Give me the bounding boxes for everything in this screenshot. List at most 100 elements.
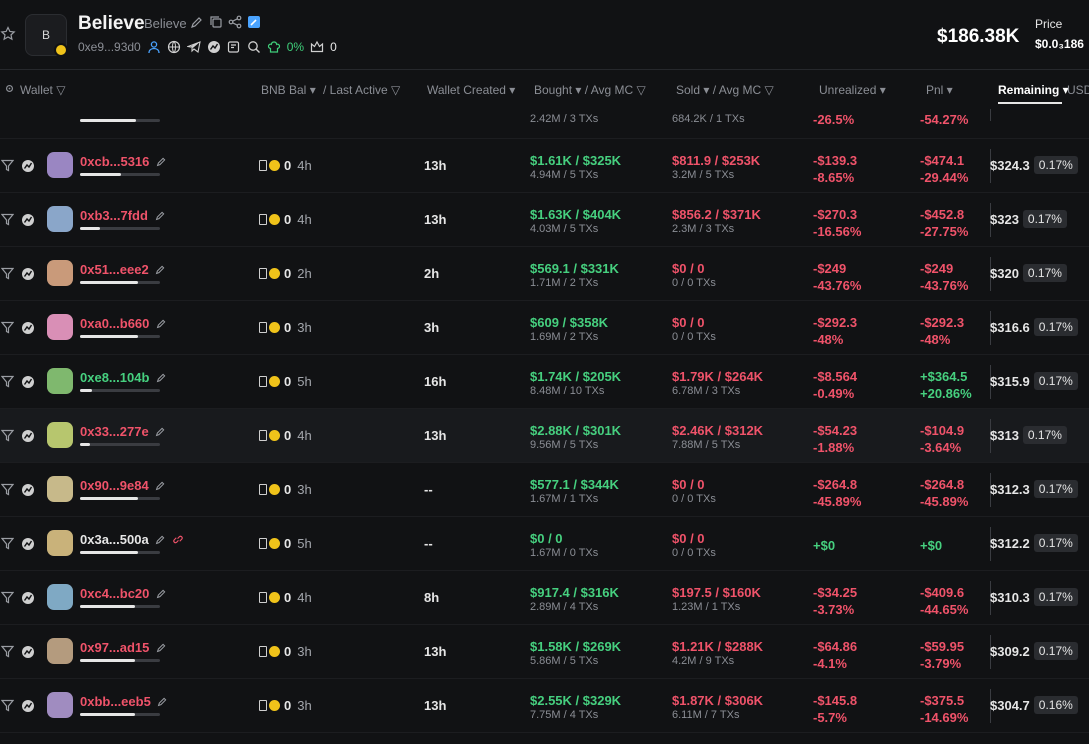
wallet-created: -- [424, 482, 433, 497]
col-wallet[interactable]: Wallet ▽ [20, 83, 66, 97]
bought-amount: $1.74K / $205K [530, 369, 622, 384]
col-sold[interactable]: Sold ▾ / Avg MC ▽ [676, 83, 774, 97]
avatar[interactable] [47, 368, 73, 394]
avatar[interactable] [47, 638, 73, 664]
edit-icon[interactable] [155, 264, 166, 275]
chart-icon[interactable] [21, 267, 35, 281]
avatar[interactable] [47, 152, 73, 178]
filter-icon[interactable] [1, 645, 14, 658]
bought-sub: 1.71M / 2 TXs [530, 277, 599, 289]
edit-icon[interactable] [156, 318, 167, 329]
avatar[interactable] [47, 530, 73, 556]
filter-icon[interactable] [1, 591, 14, 604]
filter-icon[interactable] [1, 429, 14, 442]
search-icon[interactable] [247, 40, 261, 54]
wallet-address[interactable]: 0xe8...104b [80, 370, 167, 385]
col-wallet-created[interactable]: Wallet Created ▾ [427, 83, 516, 97]
wallet-address[interactable]: 0xc4...bc20 [80, 586, 167, 601]
wallet-address[interactable]: 0xcb...5316 [80, 154, 167, 169]
table-row[interactable]: 0x3a...500a 0 5h -- $0 / 0 1.67M / 0 TXs… [0, 517, 1089, 571]
chart-icon[interactable] [21, 699, 35, 713]
edit-icon[interactable] [190, 15, 204, 29]
settings-icon[interactable] [4, 83, 15, 97]
avatar[interactable] [47, 422, 73, 448]
table-row[interactable]: 0x97...ad15 0 3h 13h $1.58K / $269K 5.86… [0, 625, 1089, 679]
col-bought[interactable]: Bought ▾ / Avg MC ▽ [534, 83, 646, 97]
edit-icon[interactable] [156, 372, 167, 383]
edit-icon[interactable] [155, 480, 166, 491]
filter-icon[interactable] [1, 159, 14, 172]
favorite-star-icon[interactable] [0, 26, 16, 42]
col-unrealized[interactable]: Unrealized ▾ [819, 83, 886, 97]
table-row[interactable]: 0xb3...7fdd 0 4h 13h $1.63K / $404K 4.03… [0, 193, 1089, 247]
table-row[interactable]: 4h 13h 2.42M / 3 TXs 684.2K / 1 TXs -26.… [0, 109, 1089, 139]
edit-icon[interactable] [157, 696, 168, 707]
remaining: $323 0.17% [990, 210, 1067, 228]
table-row[interactable]: 0xe8...104b 0 5h 16h $1.74K / $205K 8.48… [0, 355, 1089, 409]
holding-bar [80, 173, 160, 176]
chart-icon[interactable] [21, 321, 35, 335]
wallet-address[interactable]: 0x33...277e [80, 424, 166, 439]
copy-icon[interactable] [209, 15, 223, 29]
col-usd-toggle[interactable]: USD [1067, 83, 1089, 97]
telegram-icon[interactable] [186, 40, 201, 54]
col-remaining[interactable]: Remaining ▾ [998, 83, 1069, 97]
avatar[interactable] [47, 206, 73, 232]
avatar[interactable] [47, 584, 73, 610]
edit-icon[interactable] [155, 210, 166, 221]
chart-icon[interactable] [21, 159, 35, 173]
share-icon[interactable] [228, 15, 242, 29]
wallet-address[interactable]: 0x51...eee2 [80, 262, 166, 277]
unrealized-pct: -45.89% [813, 494, 862, 509]
link-icon[interactable] [172, 534, 184, 545]
globe-icon[interactable] [167, 40, 181, 54]
chart-icon[interactable] [21, 429, 35, 443]
wallet-address[interactable]: 0x97...ad15 [80, 640, 167, 655]
filter-icon[interactable] [1, 321, 14, 334]
edit-icon[interactable] [156, 156, 167, 167]
bnb-coin-icon [269, 268, 280, 279]
sold-sub: 6.11M / 7 TXs [672, 709, 740, 721]
wallet-address[interactable]: 0xb3...7fdd [80, 208, 166, 223]
edit-icon[interactable] [156, 642, 167, 653]
avatar[interactable] [47, 692, 73, 718]
table-row[interactable]: 0x33...277e 0 4h 13h $2.88K / $301K 9.56… [0, 409, 1089, 463]
filter-icon[interactable] [1, 537, 14, 550]
wallet-address[interactable]: 0x3a...500a [80, 532, 184, 547]
chart-icon[interactable] [21, 483, 35, 497]
col-last-active[interactable]: / Last Active ▽ [323, 83, 401, 97]
table-row[interactable]: 0xbb...eeb5 0 3h 13h $2.55K / $329K 7.75… [0, 679, 1089, 733]
table-row[interactable]: 0x90...9e84 0 3h -- $577.1 / $344K 1.67M… [0, 463, 1089, 517]
wallet-address[interactable]: 0xa0...b660 [80, 316, 167, 331]
chart-icon[interactable] [207, 40, 221, 54]
avatar[interactable] [47, 260, 73, 286]
filter-icon[interactable] [1, 213, 14, 226]
avatar[interactable] [47, 476, 73, 502]
verified-tag-icon[interactable] [247, 15, 261, 29]
filter-icon[interactable] [1, 375, 14, 388]
notes-icon[interactable] [227, 40, 241, 54]
table-row[interactable]: 0xcb...5316 0 4h 13h $1.61K / $325K 4.94… [0, 139, 1089, 193]
chart-icon[interactable] [21, 537, 35, 551]
edit-icon[interactable] [155, 426, 166, 437]
remaining-usd: $313 [990, 427, 1019, 443]
table-row[interactable]: 0xc4...bc20 0 4h 8h $917.4 / $316K 2.89M… [0, 571, 1089, 625]
filter-icon[interactable] [1, 267, 14, 280]
col-pnl[interactable]: Pnl ▾ [926, 83, 953, 97]
chart-icon[interactable] [21, 213, 35, 227]
avatar[interactable] [47, 314, 73, 340]
user-icon[interactable] [147, 40, 161, 54]
edit-icon[interactable] [155, 534, 166, 545]
filter-icon[interactable] [1, 483, 14, 496]
contract-address[interactable]: 0xe9...93d0 [78, 40, 141, 54]
wallet-address[interactable]: 0x90...9e84 [80, 478, 166, 493]
table-row[interactable]: 0x51...eee2 0 2h 2h $569.1 / $331K 1.71M… [0, 247, 1089, 301]
chart-icon[interactable] [21, 645, 35, 659]
filter-icon[interactable] [1, 699, 14, 712]
chart-icon[interactable] [21, 591, 35, 605]
table-row[interactable]: 0xa0...b660 0 3h 3h $609 / $358K 1.69M /… [0, 301, 1089, 355]
edit-icon[interactable] [156, 588, 167, 599]
chart-icon[interactable] [21, 375, 35, 389]
wallet-address[interactable]: 0xbb...eeb5 [80, 694, 168, 709]
col-bnb-bal[interactable]: BNB Bal ▾ [261, 83, 316, 97]
